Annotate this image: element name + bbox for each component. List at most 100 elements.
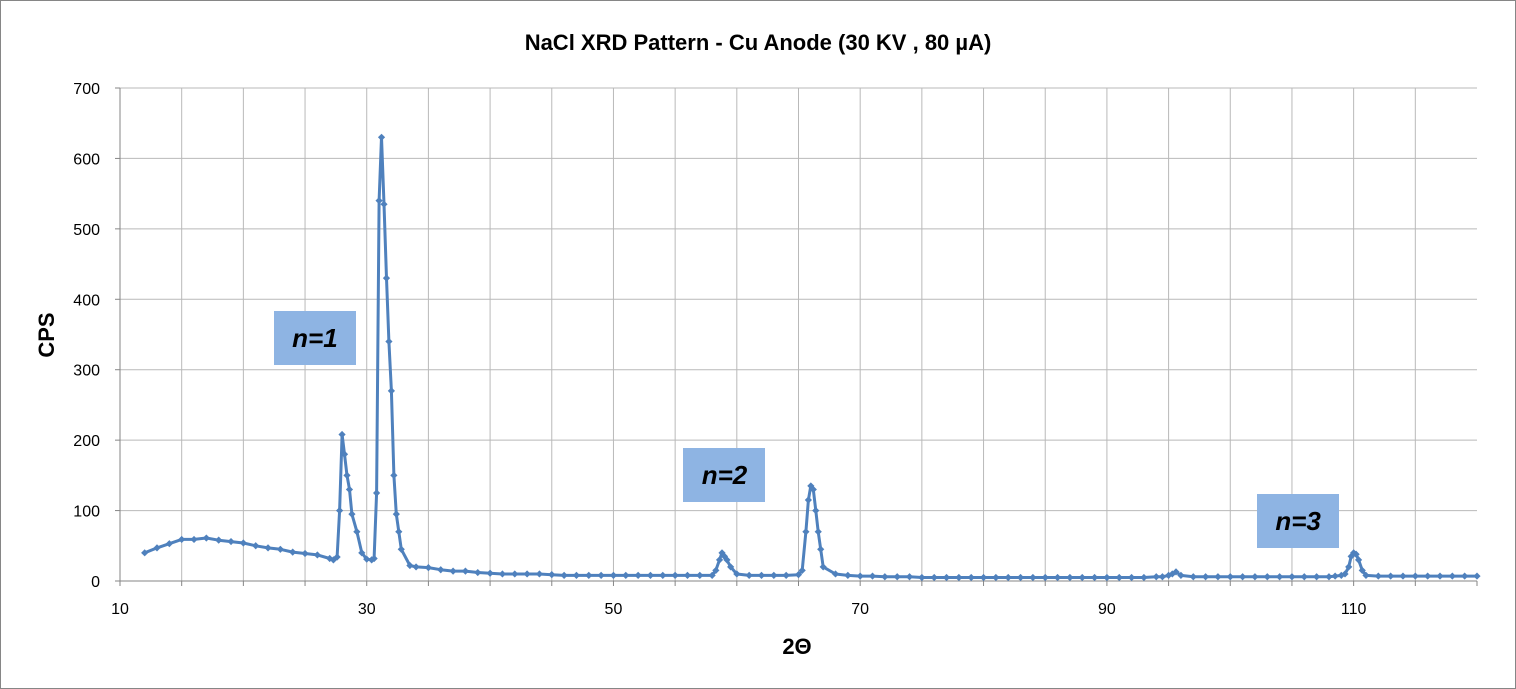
- data-point: [1448, 572, 1456, 580]
- data-point: [523, 570, 531, 578]
- data-point: [812, 506, 820, 515]
- data-point: [804, 496, 812, 504]
- data-point: [1331, 572, 1339, 580]
- data-point: [979, 573, 988, 582]
- data-point: [727, 563, 735, 571]
- x-tick-label: 70: [851, 601, 869, 618]
- data-point: [733, 570, 741, 578]
- data-point: [358, 549, 366, 557]
- x-tick-label: 50: [605, 601, 623, 618]
- data-point: [622, 571, 630, 579]
- data-point: [1029, 573, 1037, 582]
- data-point: [1461, 572, 1469, 580]
- data-point: [1127, 573, 1136, 582]
- tick-labels: 0 100 200 300 400 500 600 700 10 30 50 70 90 110: [73, 81, 1366, 618]
- data-point: [345, 485, 354, 494]
- data-point: [770, 571, 778, 579]
- data-point: [802, 528, 810, 536]
- data-point: [377, 133, 386, 141]
- data-point: [572, 571, 581, 579]
- data-point: [1239, 573, 1247, 581]
- data-point: [397, 545, 405, 553]
- data-point: [745, 571, 753, 579]
- annotation-label: n=2: [683, 448, 766, 503]
- y-tick-label: 400: [73, 292, 100, 309]
- data-point: [1090, 573, 1099, 582]
- data-point: [1214, 573, 1222, 581]
- data-point: [798, 566, 806, 575]
- data-point: [856, 572, 864, 580]
- data-point: [814, 528, 822, 536]
- data-point: [1300, 573, 1308, 581]
- y-tick-label: 200: [73, 433, 100, 450]
- data-point: [387, 387, 395, 395]
- data-point: [1053, 573, 1062, 582]
- data-point: [1352, 550, 1360, 558]
- data-point: [202, 534, 210, 542]
- data-point: [659, 571, 667, 579]
- data-point: [881, 573, 889, 581]
- y-tick-label: 500: [73, 222, 100, 239]
- data-point: [1399, 572, 1407, 580]
- data-point: [1158, 573, 1167, 581]
- data-point: [449, 567, 457, 575]
- data-point: [1374, 572, 1382, 580]
- data-point: [893, 573, 901, 581]
- x-tick-label: 110: [1341, 601, 1367, 618]
- data-point: [1362, 571, 1370, 579]
- data-point: [424, 564, 433, 572]
- data-point: [1004, 573, 1012, 582]
- data-point: [1473, 572, 1481, 580]
- data-point: [560, 571, 568, 579]
- data-point: [1411, 572, 1419, 580]
- data-point: [368, 556, 376, 564]
- data-point: [1189, 573, 1197, 581]
- data-point: [794, 571, 803, 579]
- data-point: [723, 556, 731, 564]
- data-point: [1078, 573, 1086, 582]
- data-point: [1172, 568, 1180, 576]
- data-point: [239, 539, 247, 547]
- data-point: [474, 568, 482, 577]
- data-point: [395, 528, 403, 536]
- data-point: [1103, 573, 1111, 582]
- data-point: [831, 570, 840, 578]
- data-point: [392, 510, 400, 518]
- data-point: [1313, 573, 1321, 581]
- data-point: [757, 571, 766, 579]
- data-point: [289, 548, 297, 556]
- chart-title: NaCl XRD Pattern - Cu Anode (30 KV , 80 …: [524, 30, 992, 55]
- data-point: [1251, 573, 1259, 581]
- data-point: [807, 482, 815, 490]
- data-point: [276, 545, 284, 553]
- x-tick-label: 10: [111, 601, 129, 618]
- data-point: [343, 471, 351, 479]
- data-point: [370, 554, 378, 563]
- data-point: [348, 510, 356, 518]
- data-point: [264, 544, 272, 552]
- data-point: [1436, 572, 1444, 580]
- annotation-label: n=3: [1257, 494, 1340, 549]
- data-point: [1115, 573, 1123, 582]
- data-point: [412, 563, 420, 571]
- data-point: [718, 549, 726, 557]
- data-point: [708, 571, 716, 579]
- data-point: [712, 566, 720, 575]
- data-point: [372, 489, 381, 497]
- x-tick-label: 30: [358, 601, 376, 618]
- data-point: [313, 551, 321, 559]
- data-point: [141, 549, 149, 557]
- data-point: [1066, 573, 1074, 582]
- data-point: [1345, 563, 1353, 571]
- data-point: [353, 528, 361, 536]
- data-point: [868, 572, 877, 580]
- data-point: [326, 554, 334, 563]
- data-point: [252, 542, 260, 550]
- data-point: [437, 566, 445, 574]
- data-point: [340, 450, 349, 458]
- data-point: [1263, 573, 1271, 581]
- data-point: [782, 571, 790, 579]
- data-point: [380, 200, 388, 208]
- data-point: [333, 553, 341, 561]
- data-point: [535, 570, 544, 578]
